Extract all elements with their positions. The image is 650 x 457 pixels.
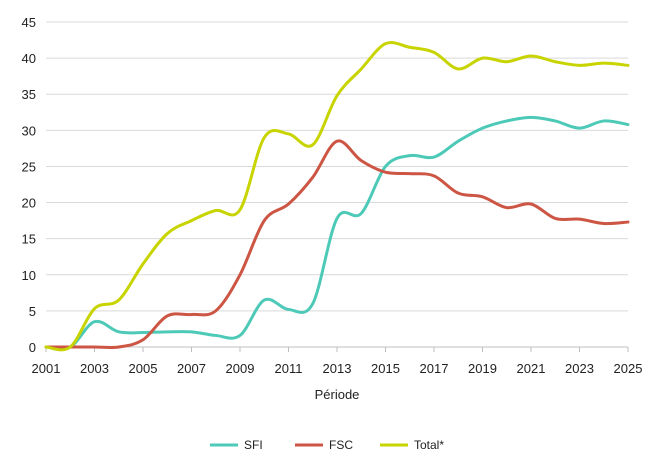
y-tick-label: 30 — [22, 123, 36, 138]
x-tick-label: 2025 — [614, 361, 643, 376]
y-tick-label: 0 — [29, 340, 36, 355]
x-tick-label: 2015 — [371, 361, 400, 376]
legend: SFI FSC Total* — [210, 438, 444, 452]
x-tick-label: 2013 — [323, 361, 352, 376]
y-tick-label: 45 — [22, 15, 36, 30]
x-tick-label: 2001 — [32, 361, 61, 376]
legend-label: Total* — [414, 438, 444, 452]
y-axis-ticks: 0 5 10 15 20 25 30 35 40 45 — [22, 15, 36, 355]
series-line-fsc — [44, 139, 630, 350]
x-tick-label: 2007 — [177, 361, 206, 376]
x-tick-label: 2011 — [275, 361, 303, 376]
series-lines — [44, 41, 630, 352]
y-tick-label: 35 — [22, 87, 36, 102]
y-tick-label: 15 — [22, 232, 36, 247]
y-tick-label: 40 — [22, 51, 36, 66]
y-tick-label: 25 — [22, 159, 36, 174]
x-tick-label: 2005 — [129, 361, 158, 376]
x-tick-label: 2019 — [468, 361, 497, 376]
x-axis-title: Période — [315, 387, 360, 402]
x-tick-label: 2003 — [80, 361, 109, 376]
x-tick-label: 2021 — [517, 361, 546, 376]
x-tick-label: 2023 — [565, 361, 594, 376]
x-tick-label: 2009 — [226, 361, 255, 376]
series-line-sfi — [44, 115, 630, 351]
legend-label: FSC — [329, 438, 353, 452]
y-tick-label: 10 — [22, 268, 36, 283]
series-line-total — [44, 41, 630, 352]
y-tick-label: 5 — [29, 304, 36, 319]
y-tick-label: 20 — [22, 196, 36, 211]
x-axis-ticks: 2001 2003 2005 2007 2009 2011 2013 2015 2017 2019… — [32, 347, 643, 376]
x-tick-label: 2017 — [420, 361, 449, 376]
legend-label: SFI — [244, 438, 263, 452]
gridlines — [46, 21, 628, 312]
